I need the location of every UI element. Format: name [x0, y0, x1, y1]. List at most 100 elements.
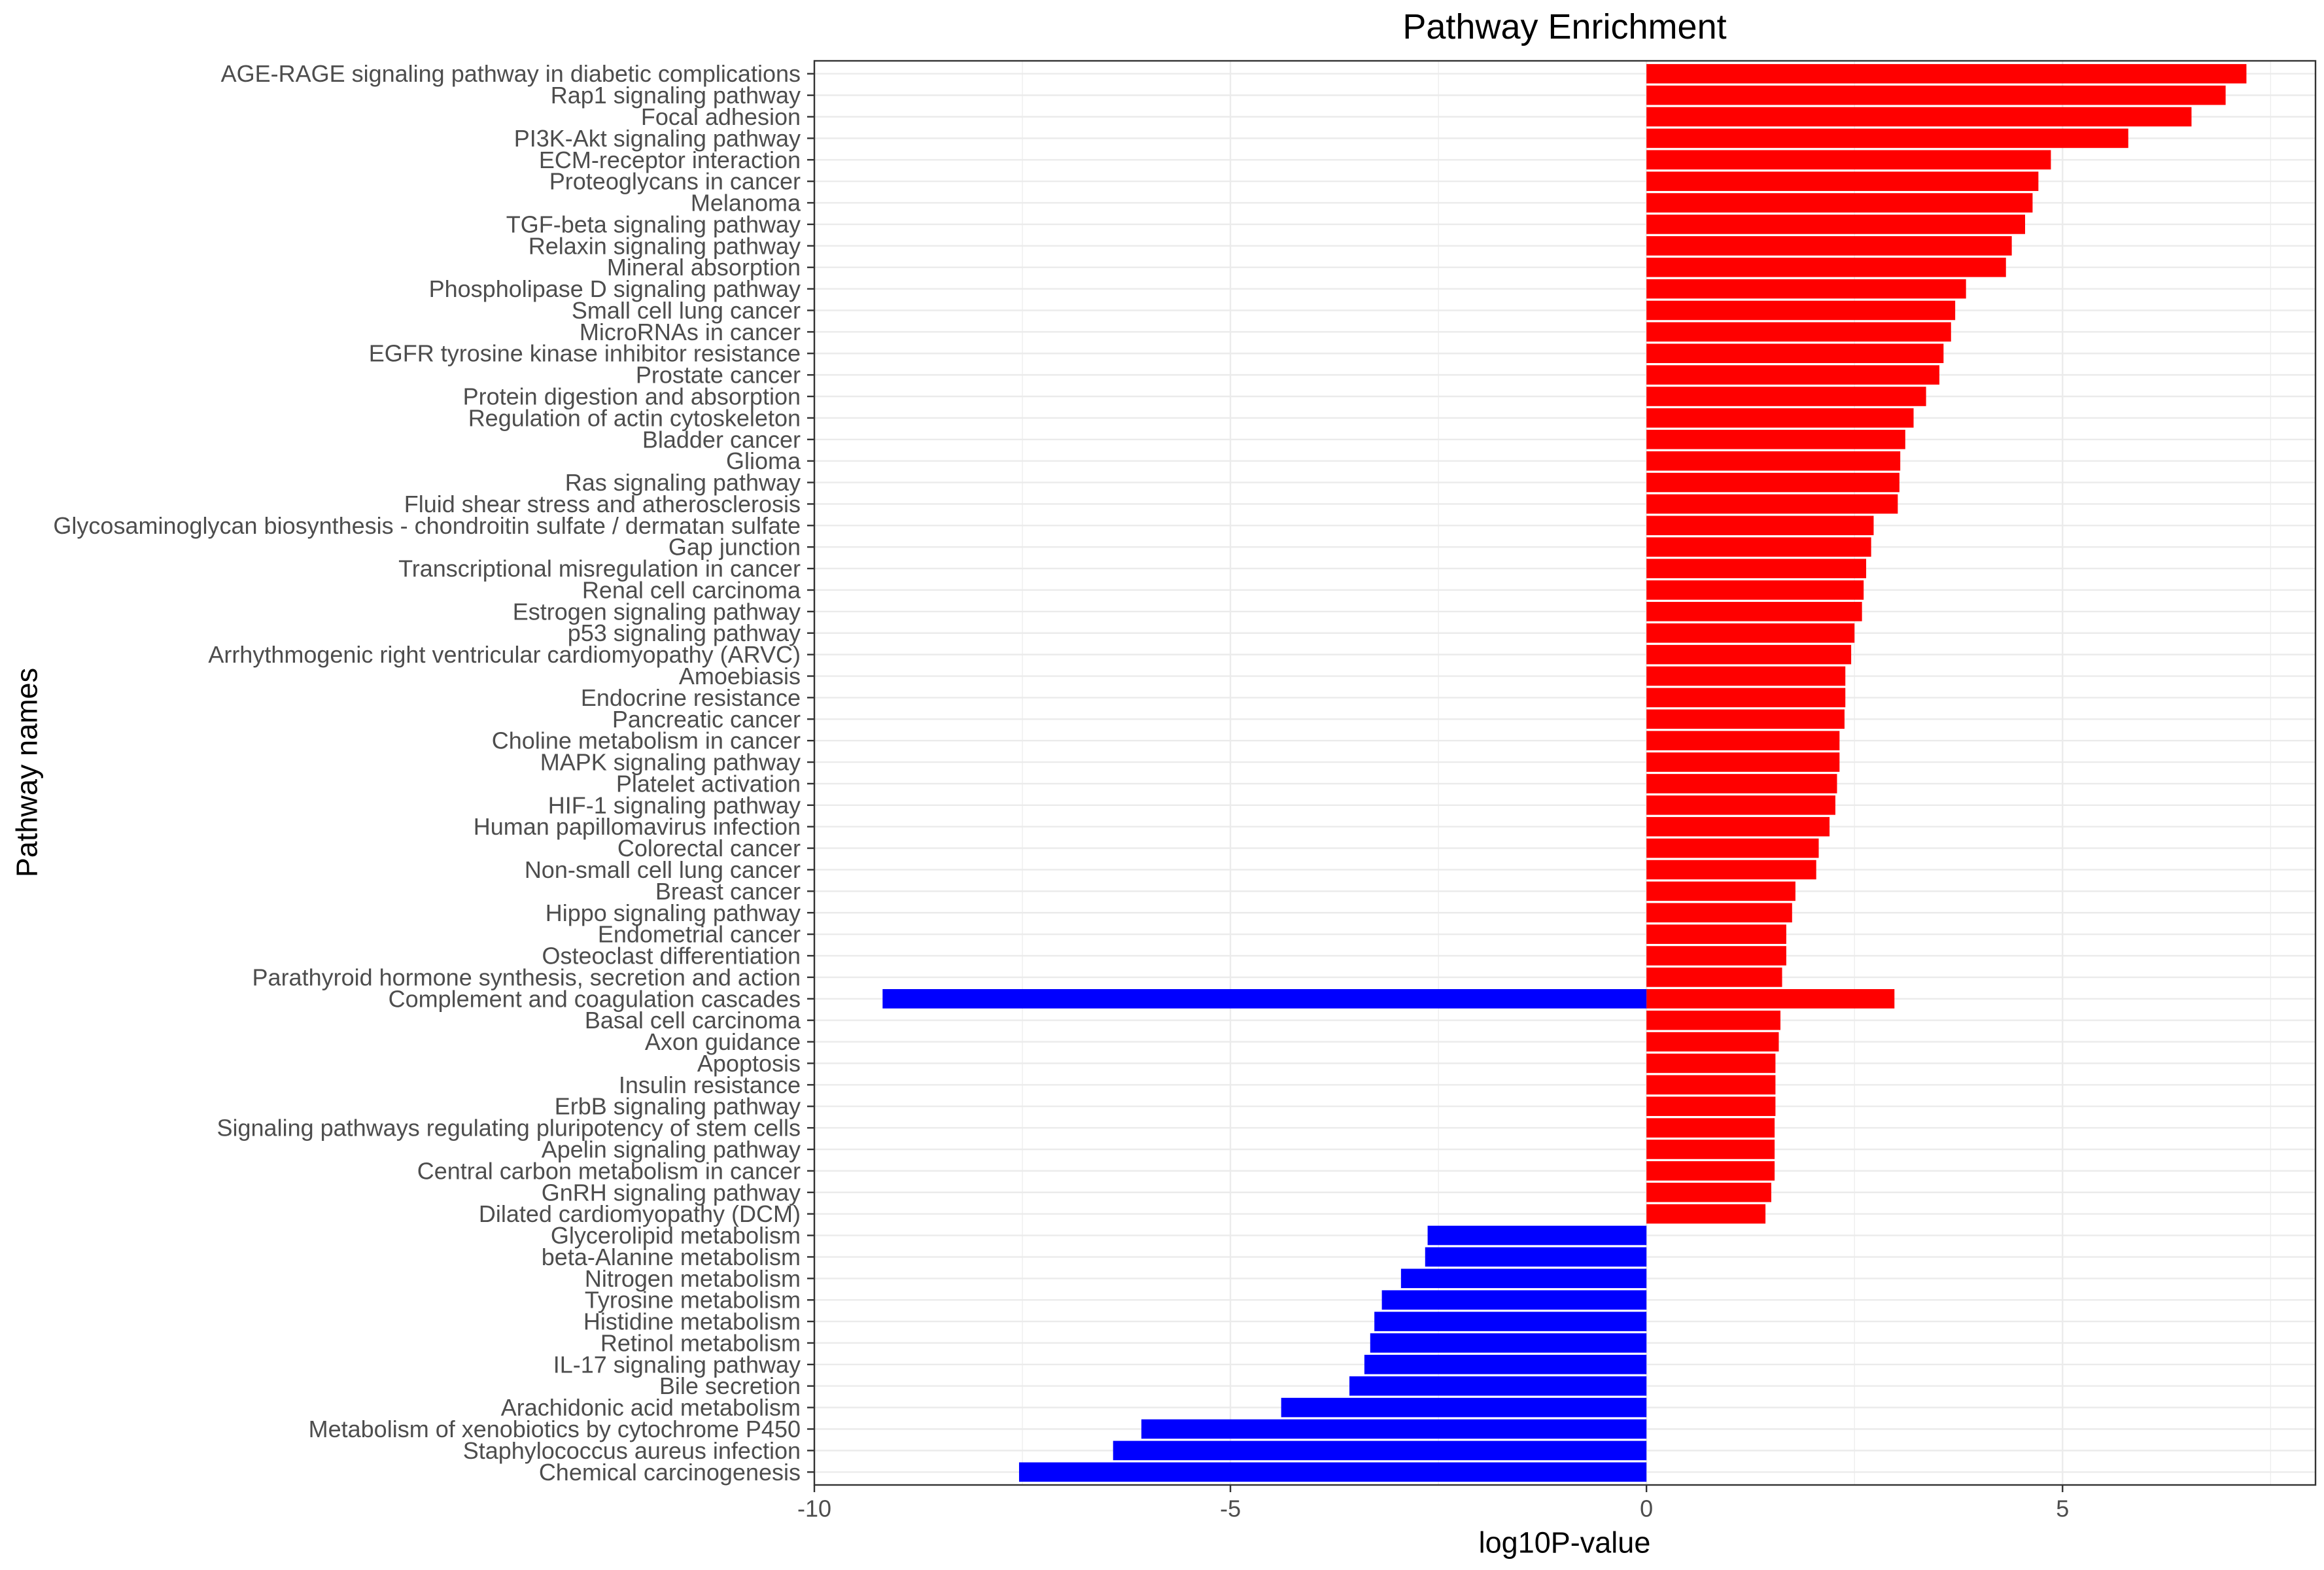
bar-positive	[1646, 731, 1840, 750]
y-tick-label: Dilated cardiomyopathy (DCM)	[479, 1200, 801, 1227]
y-tick-label: Focal adhesion	[641, 103, 801, 130]
bar-positive	[1646, 644, 1852, 665]
bar-negative	[1018, 1462, 1647, 1482]
y-tick-label: Choline metabolism in cancer	[492, 727, 801, 754]
y-tick-label: Endocrine resistance	[581, 684, 801, 711]
y-tick-label: Glioma	[726, 447, 801, 474]
y-tick-label: AGE-RAGE signaling pathway in diabetic c…	[221, 60, 801, 87]
bar-positive	[1646, 171, 2039, 191]
y-tick-label: TGF-beta signaling pathway	[506, 211, 801, 237]
bar-positive	[1646, 988, 1895, 1009]
bar-positive	[1646, 688, 1846, 708]
bar-positive	[1646, 1032, 1779, 1052]
bar-positive	[1646, 968, 1782, 987]
bar-positive	[1646, 860, 1816, 880]
y-tick-label: Axon guidance	[645, 1028, 801, 1055]
y-tick-label: Parathyroid hormone synthesis, secretion…	[252, 964, 801, 990]
plot-panel-border	[813, 60, 2317, 1486]
y-tick-label: Osteoclast differentiation	[542, 943, 801, 969]
y-tick-label: Colorectal cancer	[617, 835, 801, 862]
bar-positive	[1646, 709, 1845, 729]
bar-positive	[1646, 1182, 1771, 1202]
bar-positive	[1646, 193, 2033, 213]
y-tick-label: Renal cell carcinoma	[582, 576, 801, 603]
y-axis-title: Pathway names	[10, 668, 44, 877]
bar-positive	[1646, 494, 1898, 514]
y-tick-label: Arrhythmogenic right ventricular cardiom…	[208, 641, 801, 668]
y-tick-label: Protein digestion and absorption	[463, 383, 801, 410]
bar-negative	[1400, 1268, 1647, 1289]
y-tick-label: Transcriptional misregulation in cancer	[398, 555, 801, 582]
y-tick-label: Nitrogen metabolism	[585, 1265, 801, 1292]
bar-positive	[1646, 1075, 1776, 1095]
bar-positive	[1646, 602, 1862, 621]
y-tick-label: Breast cancer	[655, 878, 801, 905]
y-tick-label: Staphylococcus aureus infection	[463, 1437, 801, 1464]
bar-negative	[1427, 1225, 1647, 1246]
y-tick-label: Glycosaminoglycan biosynthesis - chondro…	[53, 512, 801, 539]
x-tick-label: 0	[1640, 1495, 1653, 1522]
bar-positive	[1646, 1140, 1775, 1159]
y-tick-label: Prostate cancer	[636, 362, 801, 389]
y-tick-label: beta-Alanine metabolism	[542, 1244, 801, 1270]
y-tick-label: Small cell lung cancer	[572, 297, 801, 324]
y-tick-label: PI3K-Akt signaling pathway	[514, 125, 801, 152]
y-tick-label: Signaling pathways regulating pluripoten…	[217, 1115, 801, 1142]
bar-negative	[882, 988, 1647, 1009]
y-tick-label: Rap1 signaling pathway	[551, 82, 801, 109]
y-tick-label: Proteoglycans in cancer	[549, 168, 801, 195]
y-tick-label: Phospholipase D signaling pathway	[429, 275, 801, 302]
bar-negative	[1364, 1355, 1647, 1374]
bar-positive	[1646, 279, 1966, 299]
bar-positive	[1646, 128, 2128, 148]
y-tick-label: Non-small cell lung cancer	[525, 856, 801, 883]
x-tick-label: -10	[797, 1495, 831, 1522]
y-tick-label: Estrogen signaling pathway	[513, 598, 801, 625]
y-tick-label: Gap junction	[668, 534, 801, 561]
bar-positive	[1646, 63, 2247, 84]
bar-negative	[1281, 1397, 1647, 1418]
bar-positive	[1646, 236, 2012, 256]
bar-positive	[1646, 580, 1864, 600]
y-tick-label: Glycerolipid metabolism	[551, 1222, 801, 1249]
bar-positive	[1646, 343, 1944, 364]
y-tick-label: Complement and coagulation cascades	[389, 985, 801, 1012]
bar-positive	[1646, 816, 1830, 837]
y-tick-label: Relaxin signaling pathway	[529, 232, 801, 259]
y-tick-label: Ras signaling pathway	[565, 469, 801, 496]
bar-positive	[1646, 1161, 1775, 1181]
bar-positive	[1646, 472, 1899, 493]
bar-negative	[1370, 1333, 1647, 1353]
bar-positive	[1646, 322, 1951, 342]
bar-negative	[1113, 1440, 1647, 1461]
bar-positive	[1646, 666, 1846, 686]
y-tick-label: Melanoma	[691, 190, 801, 217]
bar-positive	[1646, 537, 1871, 557]
y-tick-label: Bladder cancer	[642, 426, 801, 453]
y-tick-label: EGFR tyrosine kinase inhibitor resistanc…	[369, 340, 801, 367]
y-tick-label: Retinol metabolism	[600, 1329, 801, 1356]
chart-title: Pathway Enrichment	[1402, 7, 1726, 46]
bar-positive	[1646, 107, 2192, 127]
y-tick-label: Fluid shear stress and atherosclerosis	[404, 491, 801, 517]
bar-positive	[1646, 365, 1939, 385]
bar-positive	[1646, 85, 2226, 105]
bar-negative	[1349, 1376, 1647, 1396]
x-tick-label: -5	[1220, 1495, 1241, 1522]
bar-positive	[1646, 838, 1819, 858]
bar-positive	[1646, 1010, 1780, 1030]
bar-positive	[1646, 774, 1837, 794]
y-tick-label: Histidine metabolism	[583, 1308, 801, 1335]
bar-positive	[1646, 215, 2026, 234]
y-tick-label: p53 signaling pathway	[568, 619, 801, 646]
bar-negative	[1381, 1290, 1647, 1310]
y-tick-label: HIF-1 signaling pathway	[548, 792, 801, 818]
y-tick-label: GnRH signaling pathway	[542, 1179, 801, 1206]
y-tick-label: Basal cell carcinoma	[585, 1007, 801, 1034]
y-tick-label: Endometrial cancer	[598, 921, 801, 948]
y-tick-label: Central carbon metabolism in cancer	[417, 1157, 801, 1184]
bar-positive	[1646, 881, 1795, 901]
y-tick-label: Insulin resistance	[619, 1072, 801, 1098]
x-tick-label: 5	[2056, 1495, 2069, 1522]
y-tick-label: Mineral absorption	[607, 254, 801, 281]
